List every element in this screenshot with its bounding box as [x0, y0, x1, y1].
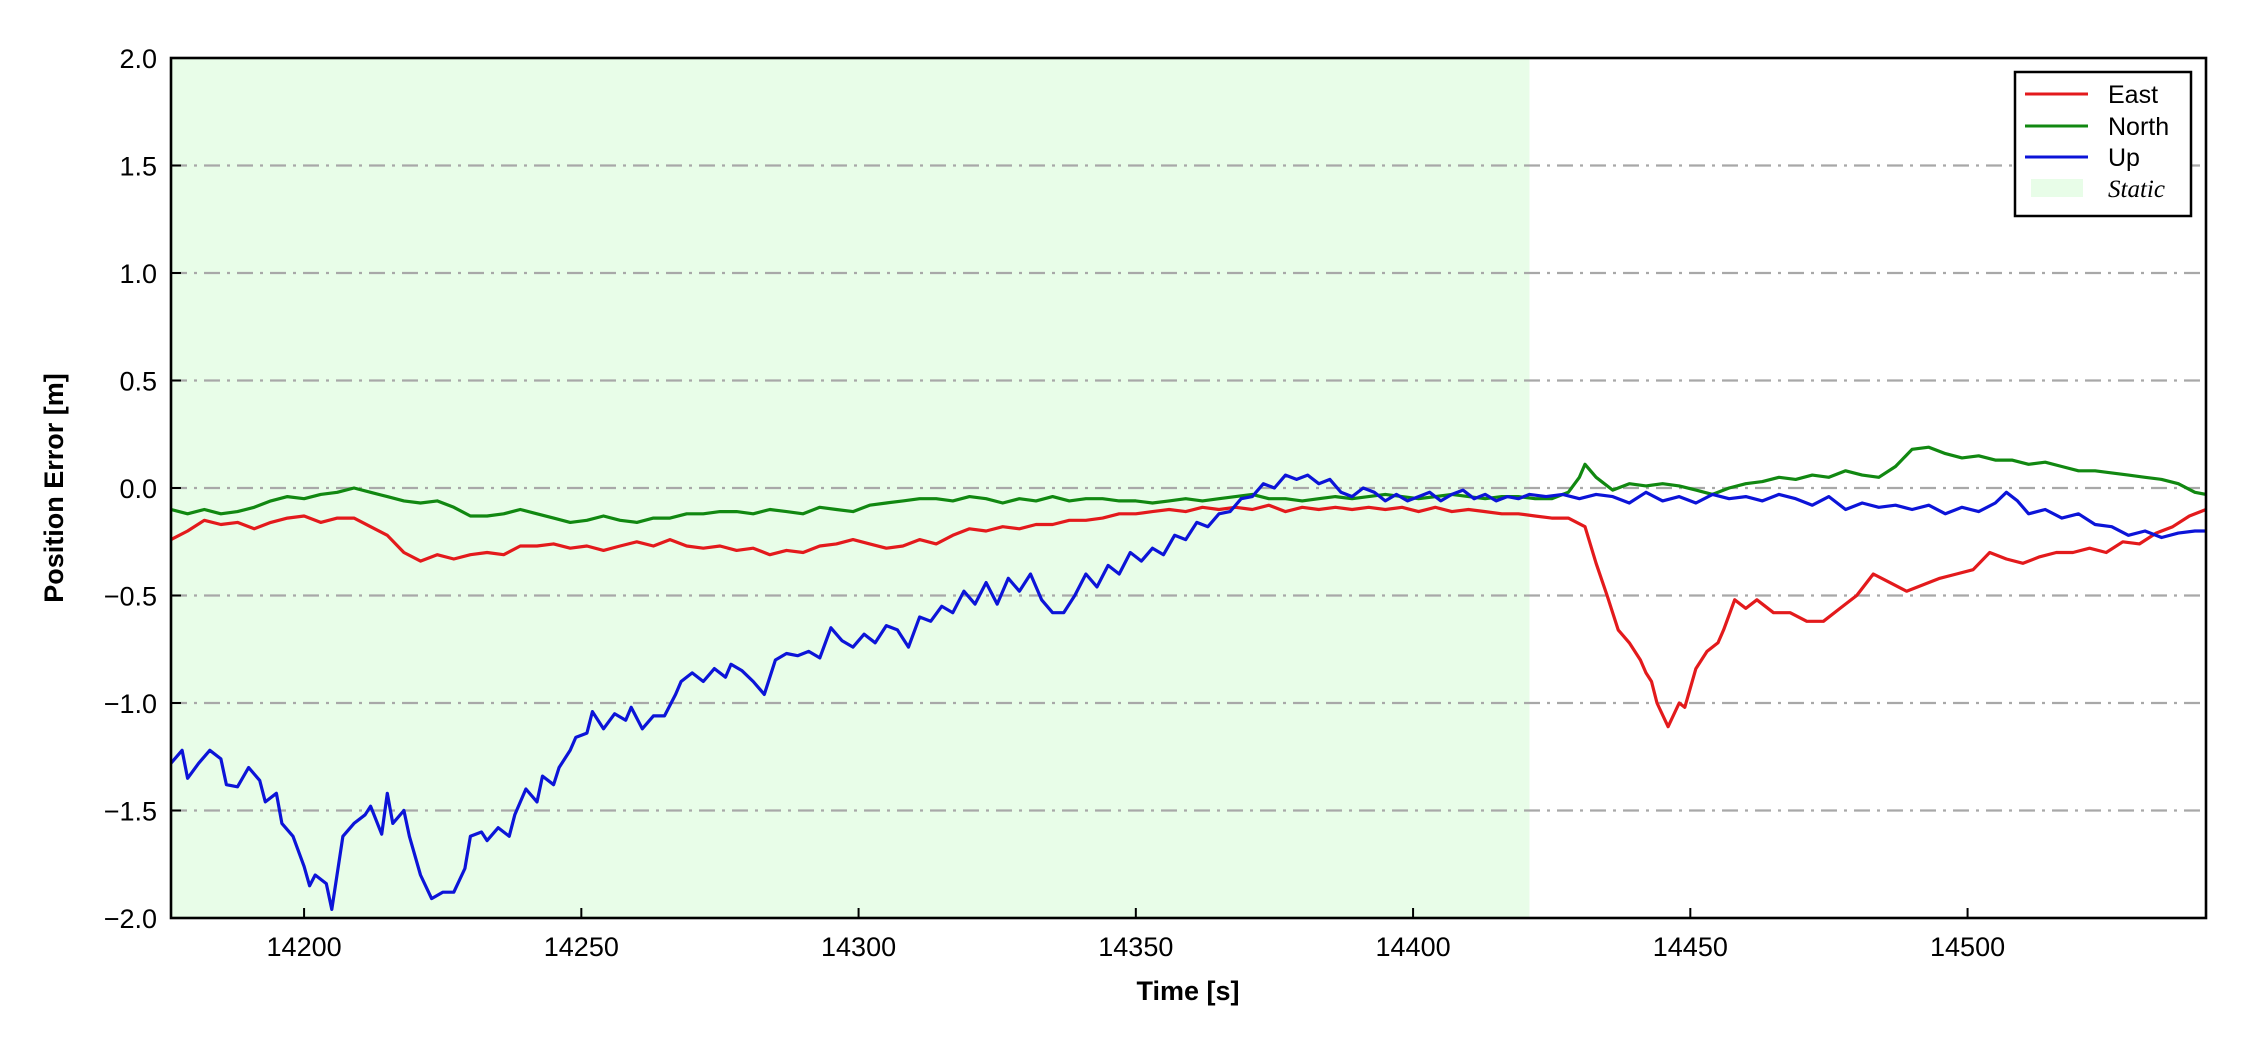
legend-label-up: Up [2108, 144, 2140, 172]
legend: East North Up Static [2013, 70, 2193, 218]
legend-label-east: East [2108, 81, 2158, 109]
x-axis-ticks: 14200 14250 14300 14350 14400 14450 14500 [267, 908, 2005, 962]
series-line-up [171, 473, 2206, 912]
x-tick-label: 14350 [1098, 932, 1173, 962]
x-tick-label: 14400 [1376, 932, 1451, 962]
y-tick-label: 2.0 [119, 44, 157, 74]
series-line-north [171, 445, 2206, 525]
y-tick-label: 1.0 [119, 259, 157, 289]
x-tick-label: 14300 [821, 932, 896, 962]
y-tick-label: −2.0 [104, 904, 157, 934]
y-tick-label: −0.5 [104, 582, 157, 612]
x-tick-label: 14200 [267, 932, 342, 962]
y-tick-label: 1.5 [119, 152, 157, 182]
y-tick-label: 0.5 [119, 367, 157, 397]
y-tick-label: −1.5 [104, 797, 157, 827]
series-line-east [171, 503, 2206, 729]
grid-lines [171, 164, 2206, 812]
legend-label-static: Static [2108, 176, 2165, 203]
x-tick-label: 14250 [544, 932, 619, 962]
y-tick-label: −1.0 [104, 689, 157, 719]
legend-swatch-static [2031, 179, 2083, 197]
series-lines [171, 445, 2206, 912]
y-axis-title: Position Error [m] [39, 373, 69, 603]
x-tick-label: 14450 [1653, 932, 1728, 962]
legend-label-north: North [2108, 113, 2169, 141]
y-tick-label: 0.0 [119, 474, 157, 504]
x-tick-label: 14500 [1930, 932, 2005, 962]
y-axis-ticks: −2.0 −1.5 −1.0 −0.5 0.0 0.5 1.0 1.5 2.0 [104, 44, 181, 934]
x-axis-title: Time [s] [1136, 976, 1239, 1006]
